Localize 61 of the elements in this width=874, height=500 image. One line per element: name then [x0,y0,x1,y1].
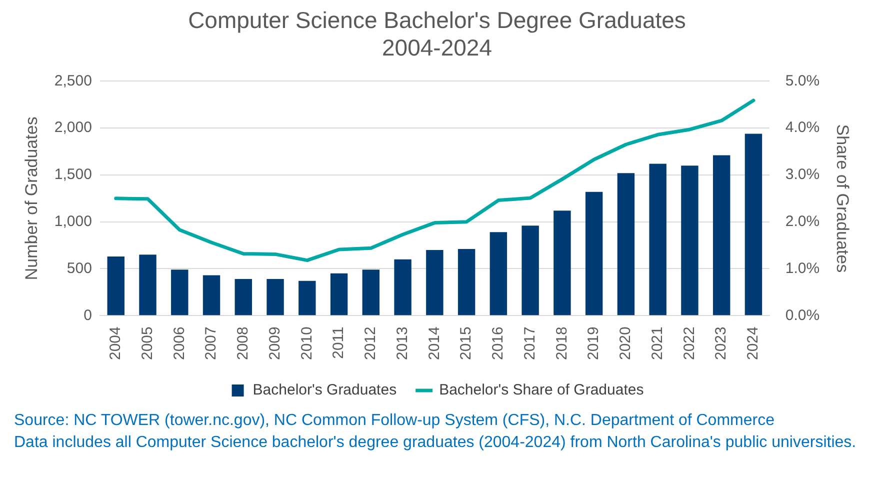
x-tick-label: 2016 [490,326,507,360]
x-tick-label: 2013 [394,326,411,360]
bar [617,173,635,316]
x-tick-label: 2024 [744,326,762,360]
bar [394,259,412,316]
y2-tick-label: 5.0% [785,72,820,90]
y2-tick-label: 1.0% [785,260,820,277]
source-note: Source: NC TOWER (tower.nc.gov), NC Common Follow-up System (CFS), N.C. Department of Commerce [14,411,776,431]
bar [554,210,571,316]
y2-tick-label: 0.0% [785,306,820,324]
bar [298,280,316,316]
bar [426,250,444,316]
bar [681,166,698,316]
x-tick-label: 2012 [362,326,380,360]
x-tick-label: 2020 [617,326,634,360]
bar [139,254,156,316]
x-tick-label: 2004 [107,326,124,360]
legend-label: Bachelor's Graduates [252,382,397,399]
y-tick-label: 2,000 [54,119,92,136]
chart-title: Computer Science Bachelor's Degree Graduates 2004-2024 [188,7,686,61]
bar [744,134,762,316]
x-tick-label: 2007 [202,326,220,360]
y-tick-label: 1,000 [54,213,92,230]
x-tick-label: 2023 [712,326,730,360]
bar [522,226,539,316]
x-tick-label: 2014 [426,326,443,360]
bar [362,270,380,316]
y-tick-label: 2,500 [54,72,92,90]
bar [490,232,508,316]
x-tick-label: 2011 [330,326,348,359]
x-tick-label: 2021 [648,326,666,360]
x-tick-label: 2019 [585,326,602,360]
bar [234,279,252,316]
bar [171,270,188,316]
bar [202,275,220,316]
x-tick-label: 2006 [170,326,188,360]
x-tick-label: 2009 [266,326,284,360]
y2-axis-title: Share of Graduates [833,124,852,273]
y2-tick-label: 4.0% [785,119,820,136]
x-tick-label: 2010 [298,326,316,360]
x-tick-label: 2018 [553,326,570,360]
y-tick-label: 500 [66,260,92,277]
x-tick-label: 2017 [521,326,538,360]
x-tick-label: 2015 [458,326,475,360]
bar [330,273,348,316]
x-tick-label: 2005 [138,326,156,360]
text: Data includes all Computer Science bachelor's degree graduates (2004-2024) from North Carolina's public universities. [14,433,858,453]
bar [712,155,730,316]
bar [649,164,666,316]
x-tick-label: 2022 [680,326,698,360]
bar [585,192,603,316]
y2-tick-label: 3.0% [785,166,820,184]
x-tick-label: 2008 [234,326,252,360]
bar [266,279,284,316]
bar [458,249,476,316]
y2-tick-label: 2.0% [785,213,820,230]
bar [107,256,124,316]
y-tick-label: 1,500 [54,166,92,184]
y-axis-title: Number of Graduates [22,116,41,280]
y-tick-label: 0 [84,306,92,324]
legend-label: Bachelor's Share of Graduates [439,382,644,399]
